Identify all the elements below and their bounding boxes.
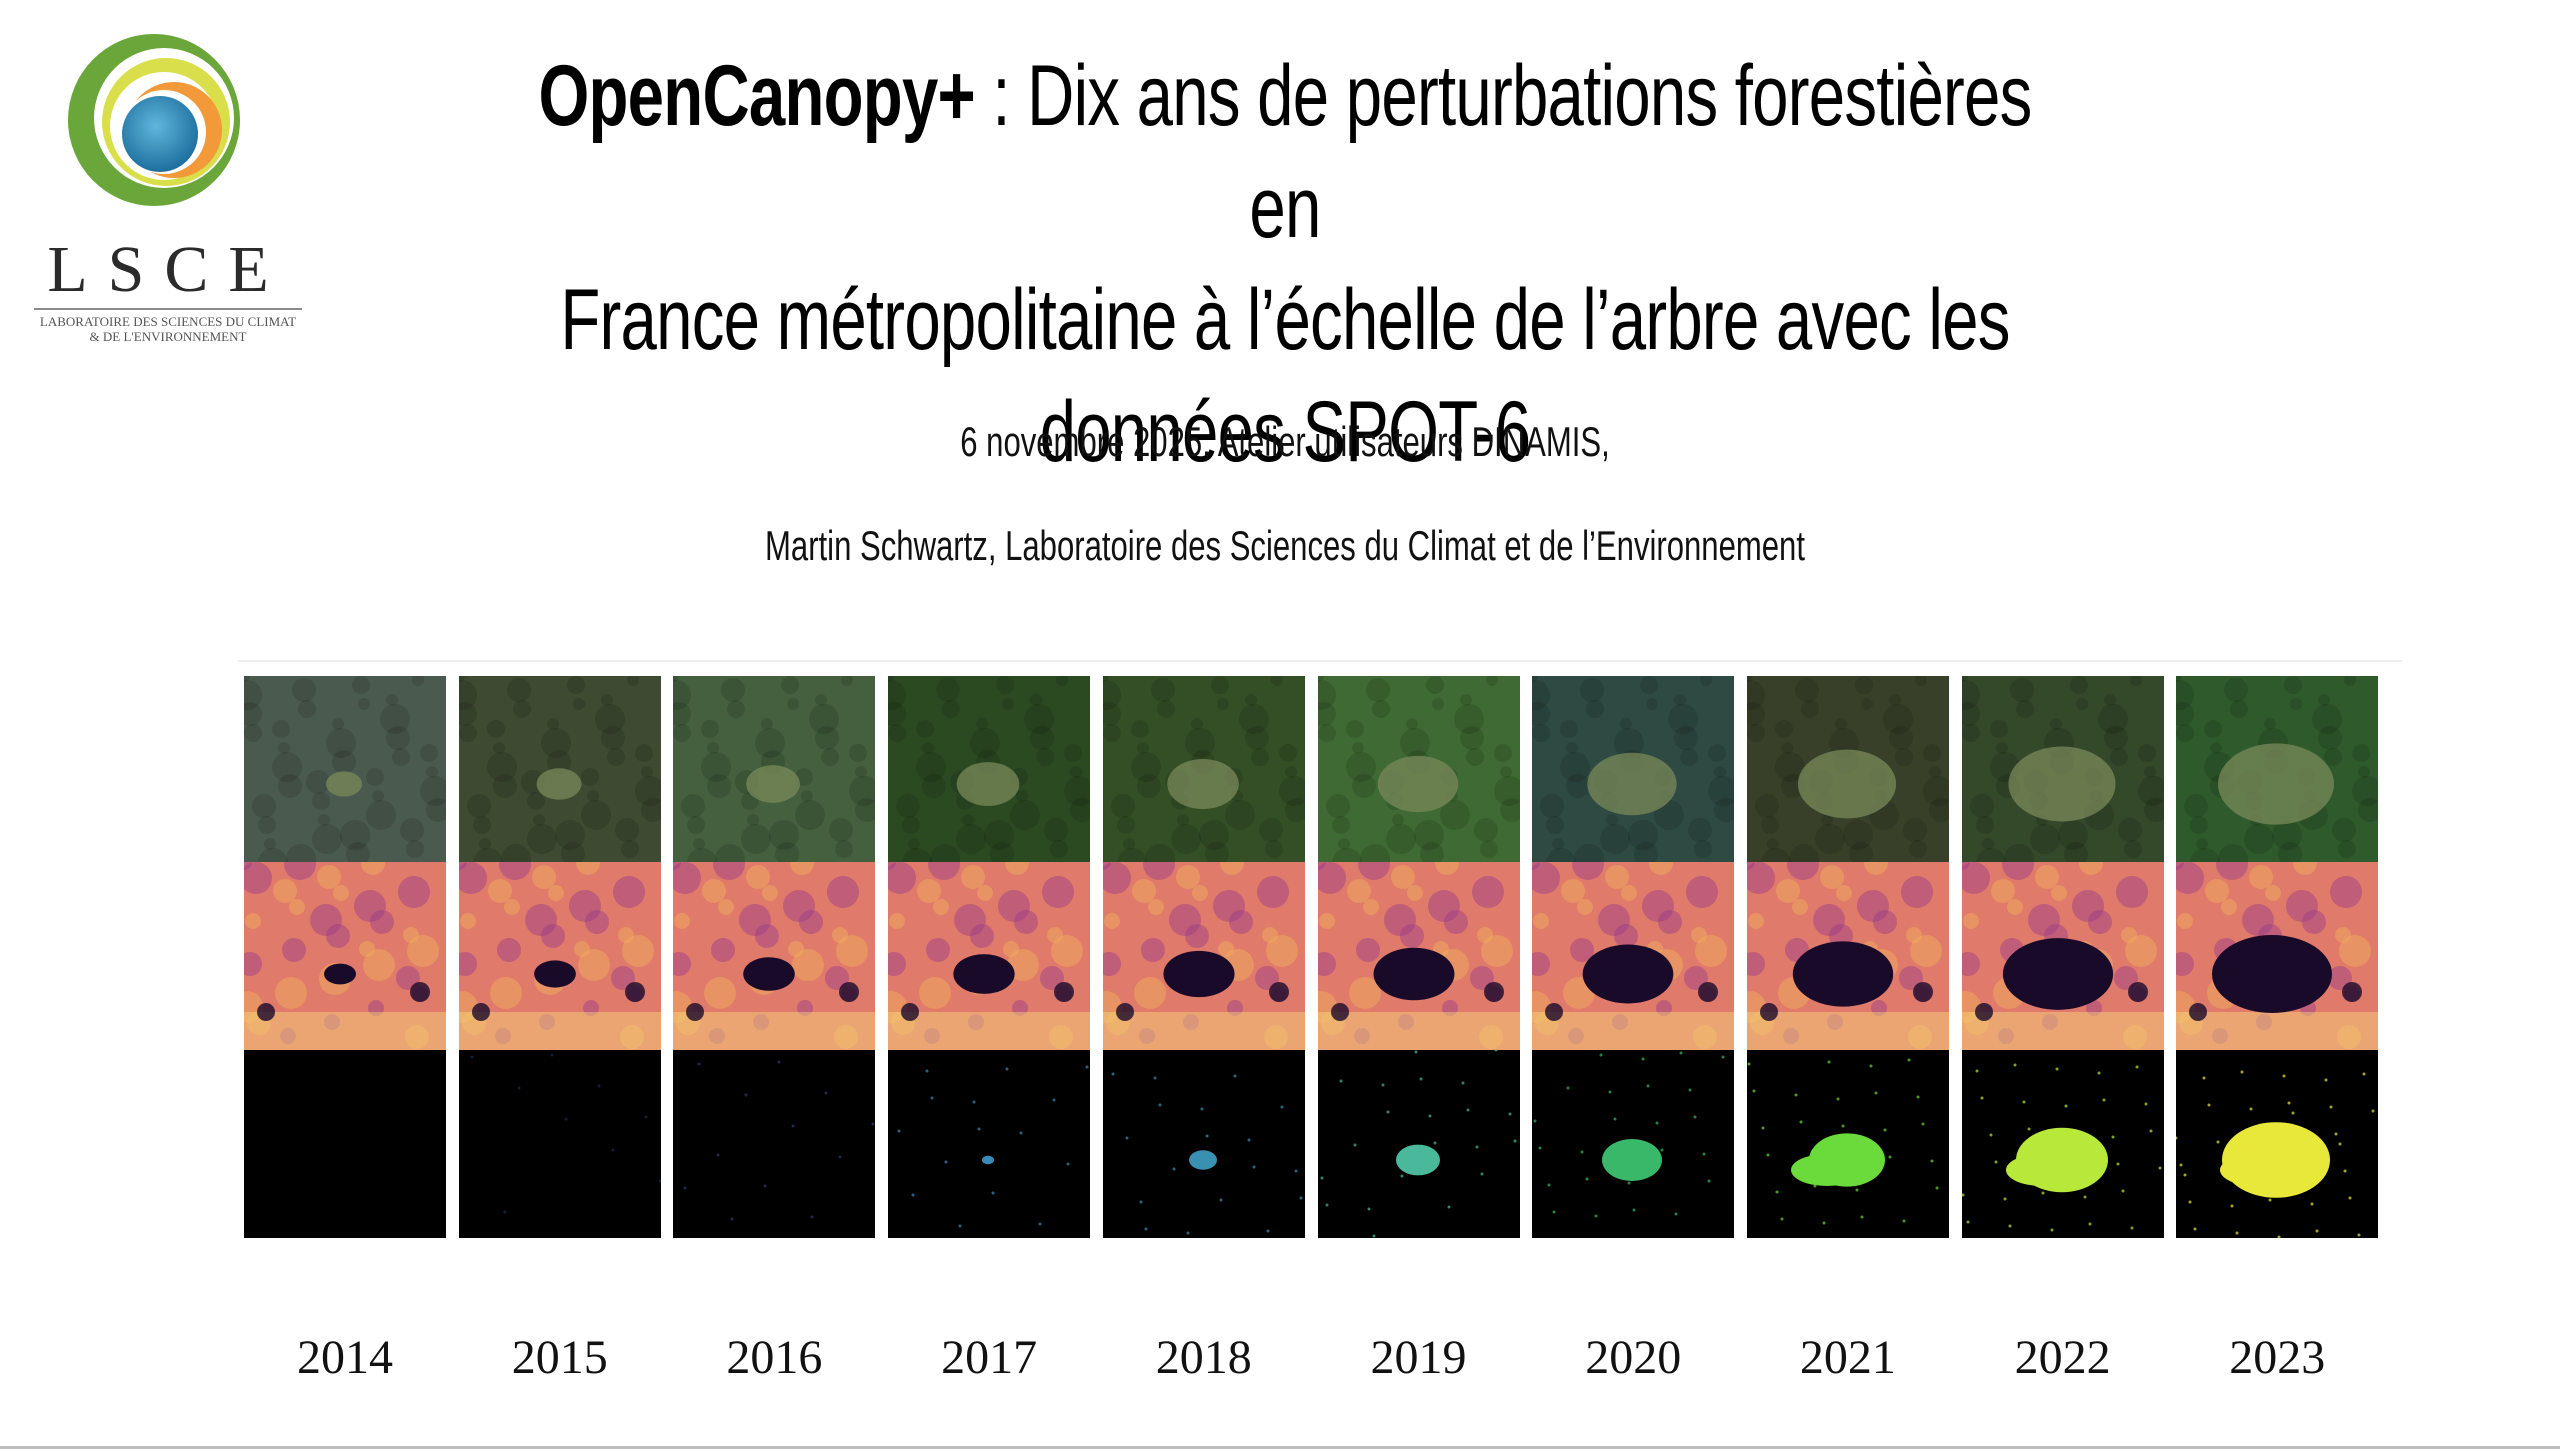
year-label-2021: 2021 xyxy=(1799,1331,1896,1384)
canopy-height-tile-2014 xyxy=(244,862,446,1050)
slide-author: Martin Schwartz, Laboratoire des Science… xyxy=(765,522,1805,569)
slide-subtitle-date: 6 novembre 2025, Atelier utilisateurs DI… xyxy=(960,418,1610,465)
lsce-rings-icon xyxy=(68,34,240,206)
title-line1-rest: : Dix ans de perturbations forestières e… xyxy=(974,48,2032,256)
canopy-height-tile-2019 xyxy=(1317,862,1520,1050)
title-line1: OpenCanopy+ : Dix ans de perturbations f… xyxy=(536,40,2033,264)
year-label-2016: 2016 xyxy=(726,1331,823,1384)
logo-subtitle-line1: Laboratoire des Sciences du Climat xyxy=(39,314,297,329)
disturbance-tile-2022 xyxy=(1961,1050,2164,1238)
disturbance-tile-2023 xyxy=(2176,1050,2379,1238)
title-project-name: OpenCanopy+ xyxy=(538,48,975,144)
satellite-tile-2015 xyxy=(458,676,661,864)
logo-subtitle-line2: & de l'Environnement xyxy=(89,329,247,344)
disturbance-tile-2015 xyxy=(458,1050,661,1238)
disturbance-tile-2016 xyxy=(673,1050,876,1238)
satellite-tile-2014 xyxy=(244,676,446,864)
year-label-2022: 2022 xyxy=(2014,1331,2111,1384)
year-label-2014: 2014 xyxy=(297,1331,393,1384)
disturbance-tile-2021 xyxy=(1746,1050,1949,1238)
satellite-tile-2020 xyxy=(1532,676,1735,864)
satellite-tile-2016 xyxy=(673,676,876,864)
satellite-tile-2017 xyxy=(888,676,1091,864)
canopy-height-tile-2017 xyxy=(888,862,1091,1050)
logo-subtitle: Laboratoire des Sciences du Climat & de … xyxy=(28,314,308,344)
disturbance-tile-2018 xyxy=(1102,1050,1305,1238)
disturbance-tile-2014 xyxy=(244,1050,446,1238)
year-label-2015: 2015 xyxy=(511,1331,608,1384)
title-line2: France métropolitaine à l’échelle de l’a… xyxy=(560,272,2010,368)
lsce-logo: LSCE Laboratoire des Sciences du Climat … xyxy=(14,22,302,344)
title-line3: données SPOT-6 xyxy=(1039,384,1532,480)
satellite-tile-2021 xyxy=(1746,676,1949,864)
satellite-tile-2023 xyxy=(2176,676,2379,864)
disturbance-tile-2017 xyxy=(888,1050,1091,1238)
satellite-tile-2018 xyxy=(1102,676,1305,864)
canopy-height-tile-2016 xyxy=(673,862,876,1050)
canopy-height-tile-2023 xyxy=(2176,862,2379,1050)
canopy-height-tile-2020 xyxy=(1532,862,1735,1050)
time-series-figure: 2014 2015 2016 2017 2018 2019 2020 2021 2022 2023 xyxy=(238,660,2402,1402)
canopy-height-tile-2022 xyxy=(1961,862,2164,1050)
year-label-2017: 2017 xyxy=(941,1331,1038,1384)
year-label-2023: 2023 xyxy=(2229,1331,2326,1384)
disturbance-tile-2019 xyxy=(1317,1050,1520,1238)
year-label-2020: 2020 xyxy=(1585,1331,1682,1384)
disturbance-tile-2020 xyxy=(1532,1050,1735,1238)
bottom-border xyxy=(0,1446,2560,1449)
satellite-tile-2019 xyxy=(1317,676,1520,864)
satellite-tile-2022 xyxy=(1961,676,2164,864)
canopy-height-tile-2018 xyxy=(1102,862,1305,1050)
canopy-height-tile-2015 xyxy=(458,862,661,1050)
canopy-height-tile-2021 xyxy=(1746,862,1949,1050)
logo-acronym: LSCE xyxy=(47,233,289,306)
year-label-2018: 2018 xyxy=(1155,1331,1252,1384)
logo-divider xyxy=(34,308,302,310)
year-label-2019: 2019 xyxy=(1370,1331,1467,1384)
slide-title: OpenCanopy+ : Dix ans de perturbations f… xyxy=(536,40,2033,488)
